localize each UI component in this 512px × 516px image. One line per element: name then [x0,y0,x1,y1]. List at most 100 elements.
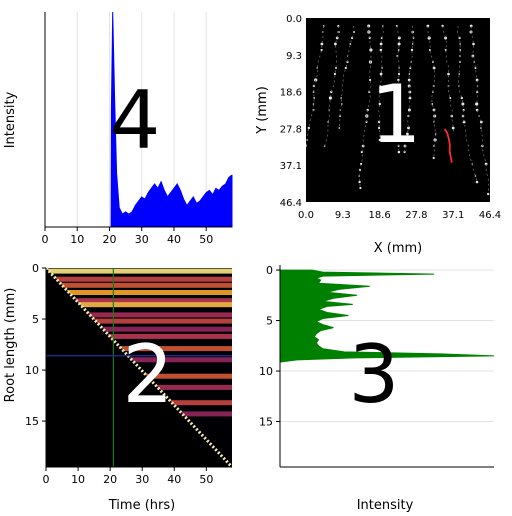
panel-2-y-tick-label: 15 [25,415,39,428]
panel-1-root-spot [475,108,479,112]
panel-1-root-spot [407,78,411,82]
panel-1-root-spot [335,67,337,69]
panel-1-root-spot [474,175,477,177]
panel-1-root-spot [320,48,323,52]
panel-1-root-spot [410,48,414,52]
panel-1-root-spot [427,36,431,40]
panel-1-y-axis-label: Y (mm) [255,86,270,135]
panel-1-root-spot [397,150,401,154]
panel-1-root-spot [403,150,406,154]
panel-1-y-ticks: 0.0 9.3 18.6 27.8 37.1 46.4 [280,14,302,209]
panel-1-root-spot [462,120,466,124]
panel-1-root-line [394,25,400,153]
panel-1-root-spot [408,96,412,100]
panel-2-heatmap-band [46,298,232,304]
panel-1-root-spot [307,126,310,130]
panel-2-y-tick-label: 5 [32,313,39,326]
panel-1-root-line [427,25,437,159]
panel-1-root-spot [379,72,383,76]
panel-3-y-tick-label: 15 [259,416,273,429]
panel-1-root-spot [360,150,363,154]
panel-1-root-spot [378,102,381,106]
panel-4-intensity-plot: 0 10 20 30 40 50 Intensity 4 [3,11,233,246]
panel-4-x-tick-label: 30 [135,233,149,246]
panel-2-heatmap-band [46,318,232,324]
panel-1-root-spot [333,72,336,76]
panel-1-root-spot [360,162,363,166]
panel-1-root-spot [334,42,337,46]
panel-1-root-spot [338,127,341,129]
panel-2-x-tick-label: 30 [135,473,149,486]
panel-1-root-spot [451,126,455,130]
panel-2-x-tick-label: 10 [71,473,85,486]
panel-1-root-spot [312,91,315,93]
panel-1-root-spot [320,42,324,46]
panel-1-root-line [358,25,372,189]
panel-1-root-spot [398,67,400,69]
panel-1-root-spot [432,156,435,160]
panel-1-y-tick-label: 37.1 [280,161,302,172]
panel-4-x-tick-label: 10 [70,233,84,246]
panel-1-root-spot [378,126,381,130]
panel-1-root-line [456,25,478,183]
panel-1-root-spot [411,43,414,45]
panel-2-x-tick-label: 0 [43,473,50,486]
panel-1-root-spot [475,78,479,82]
panel-2-y-tick-label: 0 [32,262,39,275]
panel-1-root-spot [480,127,482,129]
panel-2-y-axis-label: Root length (mm) [3,288,18,403]
panel-2-heatmap-band [46,326,232,332]
panel-2-x-tick-label: 40 [167,473,181,486]
panel-1-root-image: 0.0 9.3 18.6 27.8 37.1 46.4 0.0 9.3 18.6 27.8 37.… [255,14,501,256]
panel-1-root-spot [340,97,342,99]
panel-2-heatmap-band [46,268,232,274]
panel-1-root-spot [393,126,397,130]
panel-2-heatmap-band [46,290,232,295]
panel-1-root-spot [441,24,444,28]
panel-3-x-axis-label: Intensity [357,498,414,512]
panel-1-highlighted-root [444,128,453,163]
panel-1-root-spot [409,67,412,69]
panel-1-root-spot [444,36,448,40]
panel-1-y-tick-label: 18.6 [280,88,302,99]
panel-1-root-spot [397,78,400,82]
panel-2-x-tick-label: 20 [103,473,117,486]
panel-1-root-line [378,25,384,141]
panel-2-number-label: 2 [123,328,174,421]
panel-1-root-spot [432,66,436,70]
panel-1-root-spot [460,96,463,100]
panel-1-root-line [338,25,355,129]
panel-2-heatmap-band [46,276,232,282]
panel-4-y-axis-label: Intensity [3,91,18,148]
panel-1-x-tick-label: 37.1 [442,210,464,221]
panel-1-x-tick-label: 46.4 [479,210,501,221]
panel-3-number-label: 3 [349,328,400,421]
panel-4-intensity-area [45,11,233,228]
panel-2-heatmap-band [46,312,232,318]
panel-2-growth-front [44,266,234,469]
panel-2-y-ticks: 0 5 10 15 [25,262,46,428]
panel-1-root-spot [379,42,383,46]
panel-4-x-tick-label: 40 [167,233,181,246]
panel-1-root-spot [379,48,383,52]
panel-1-root-spot [349,43,352,45]
panel-1-root-spot [397,36,401,40]
panel-1-root-spot [472,42,475,46]
panel-1-root-spot [459,43,461,45]
panel-1-root-spot [397,42,401,46]
panel-2-y-tick-label: 10 [25,364,39,377]
panel-4-number-label: 4 [110,74,161,167]
panel-1-root-spot [312,103,315,105]
panel-3-intensity-profile: 0 5 10 15 Intensity 3 [259,264,495,513]
panel-1-root-spot [406,132,409,136]
panel-1-root-line [404,25,414,153]
panel-1-root-spot [475,180,479,184]
panel-1-root-spot [407,126,410,130]
panel-1-root-spot [368,36,371,40]
panel-1-root-spot [369,78,372,82]
panel-1-root-spot [428,49,431,51]
panel-4-x-ticks: 0 10 20 30 40 50 [42,227,213,246]
panel-4-x-tick-label: 20 [102,233,116,246]
panel-2-kymograph: 0 10 20 30 40 50 0 5 10 15 Time (hrs) Root lengt… [3,262,234,513]
panel-1-root-spot [396,96,399,100]
